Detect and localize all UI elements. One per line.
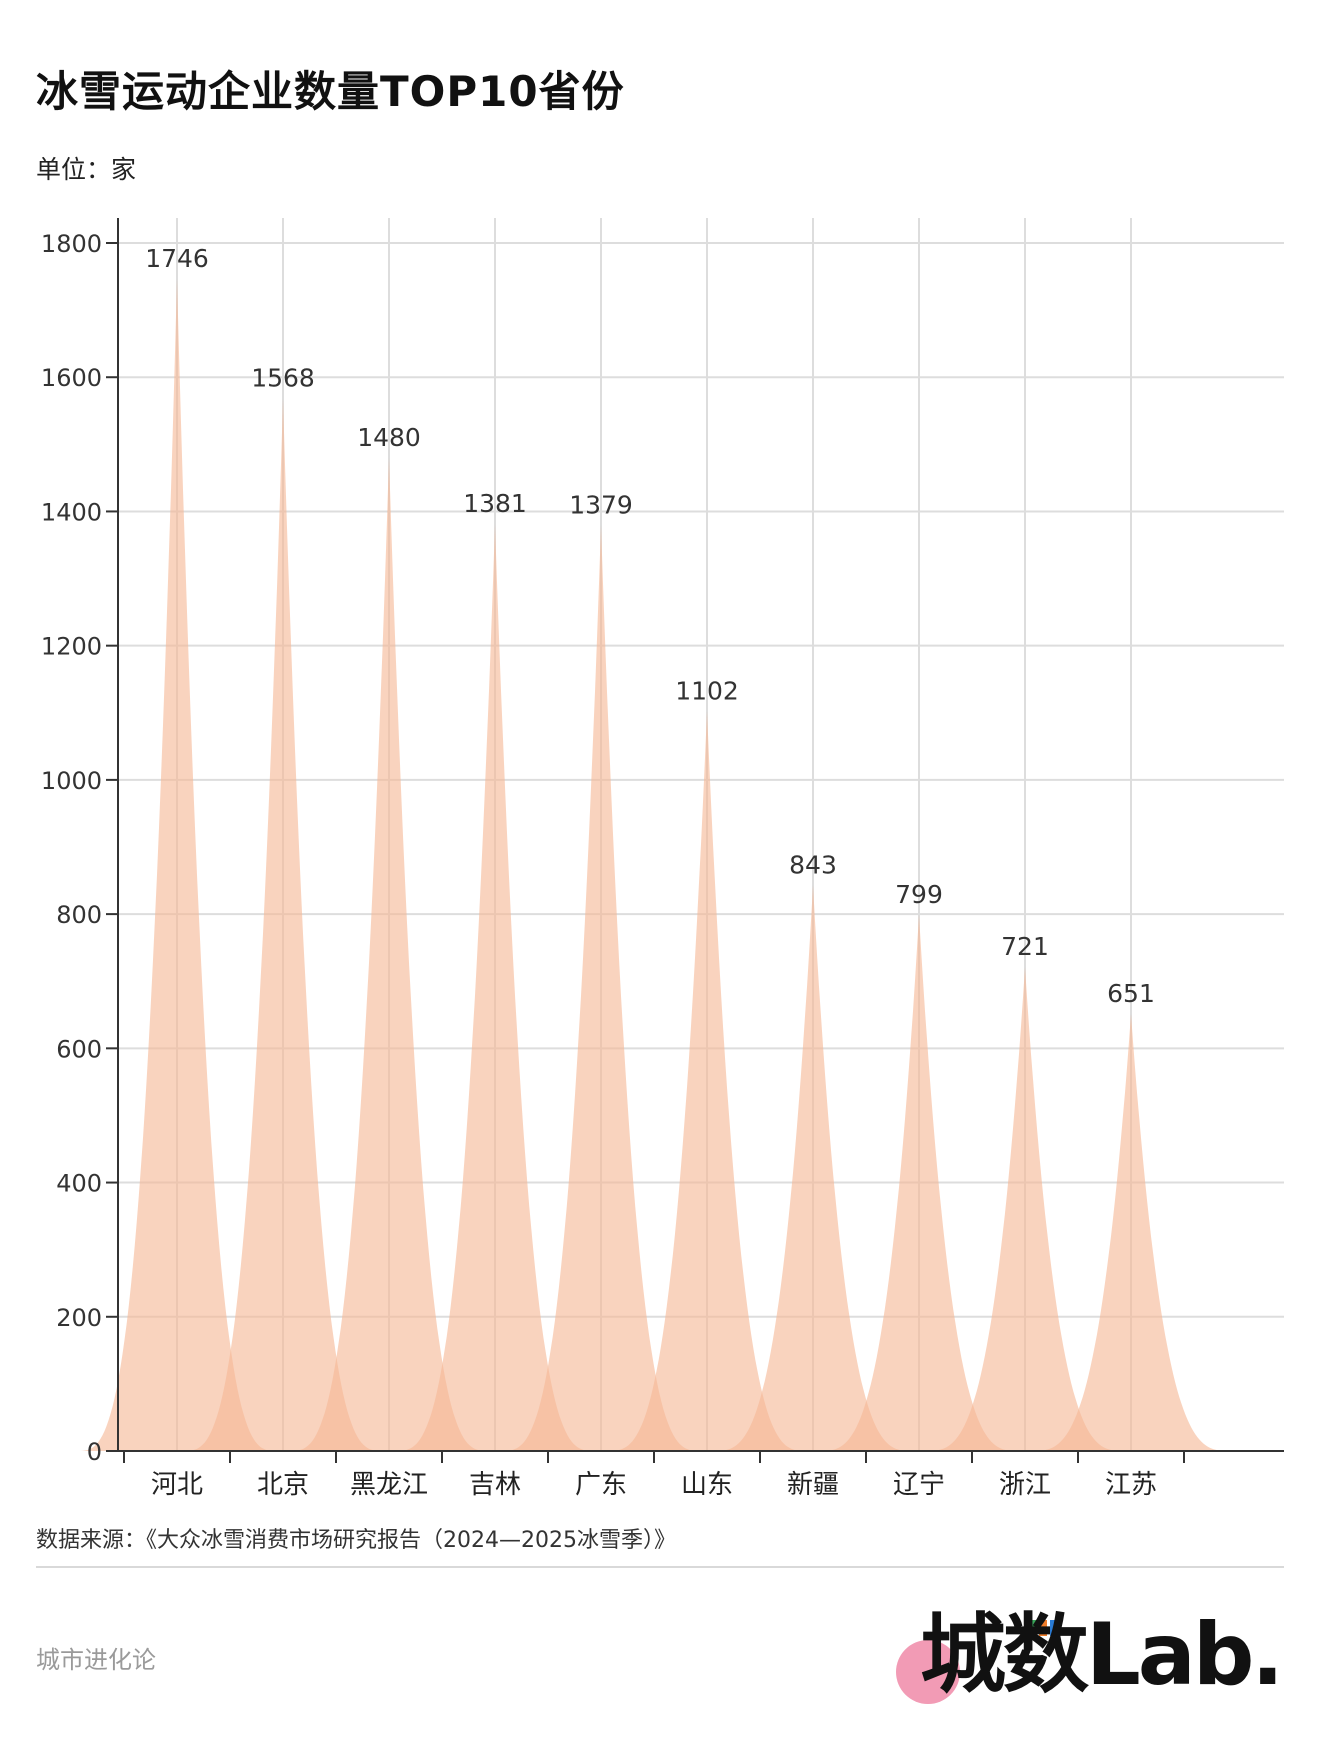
y-tick-label: 1800 [41,230,102,258]
unit-label: 单位：家 [36,155,137,184]
spike-浙江 [924,967,1126,1451]
data-label: 799 [895,880,943,909]
data-source: 数据来源：《大众冰雪消费市场研究报告（2024—2025冰雪季）》 [36,1528,676,1553]
y-tick-label: 400 [56,1170,102,1198]
logo-text: 城数Lab. [920,1605,1284,1705]
y-tick-label: 800 [56,901,102,929]
x-tick-label: 辽宁 [893,1470,945,1500]
data-label: 1381 [463,489,527,518]
x-tick-label: 浙江 [999,1470,1051,1500]
y-tick-label: 1000 [41,767,102,795]
x-tick-label: 北京 [257,1470,309,1500]
label-layer: 0 200 400 600 800 1000 1200 1400 1600 1800 1746 河北 1… [41,230,1157,1500]
y-tick-label: 1600 [41,364,102,392]
data-label: 1568 [251,364,315,393]
spike-chart: 0 200 400 600 800 1000 1200 1400 1600 1800 1746 河北 1… [41,218,1284,1500]
data-label: 1102 [675,676,739,705]
chart-title: 冰雪运动企业数量TOP10省份 [36,67,625,116]
x-tick-label: 吉林 [469,1470,521,1500]
x-tick-label: 广东 [575,1470,627,1500]
y-tick-label: 600 [56,1035,102,1063]
x-tick-label: 黑龙江 [350,1470,428,1500]
spike-黑龙江 [288,457,490,1451]
spike-山东 [606,711,808,1451]
data-label: 721 [1001,932,1049,961]
spike-新疆 [712,885,914,1451]
logo-dot [896,1640,960,1704]
logo-bars-icon [1028,1620,1060,1636]
data-label: 651 [1107,979,1155,1008]
axis-layer [106,218,1284,1463]
spike-江苏 [1030,1014,1232,1451]
spike-河北 [76,279,278,1452]
spike-广东 [500,525,702,1451]
spike-吉林 [394,524,596,1451]
data-label: 1379 [569,491,633,520]
brand-logo: 城数Lab. [890,1600,1290,1710]
data-label: 1480 [357,423,421,452]
x-tick-label: 河北 [151,1470,203,1500]
footer-divider [36,1566,1284,1568]
spike-辽宁 [818,914,1020,1451]
data-label: 843 [789,850,837,879]
y-tick-label: 1200 [41,633,102,661]
data-label: 1746 [145,244,209,273]
y-tick-label: 1400 [41,498,102,526]
x-tick-label: 山东 [681,1470,733,1500]
spike-北京 [182,398,384,1452]
y-tick-label: 200 [56,1304,102,1332]
y-tick-label: 0 [87,1438,102,1466]
brand-name: 城市进化论 [36,1646,156,1674]
x-tick-label: 江苏 [1105,1470,1157,1500]
spike-layer [76,279,1232,1452]
x-tick-label: 新疆 [787,1470,839,1500]
